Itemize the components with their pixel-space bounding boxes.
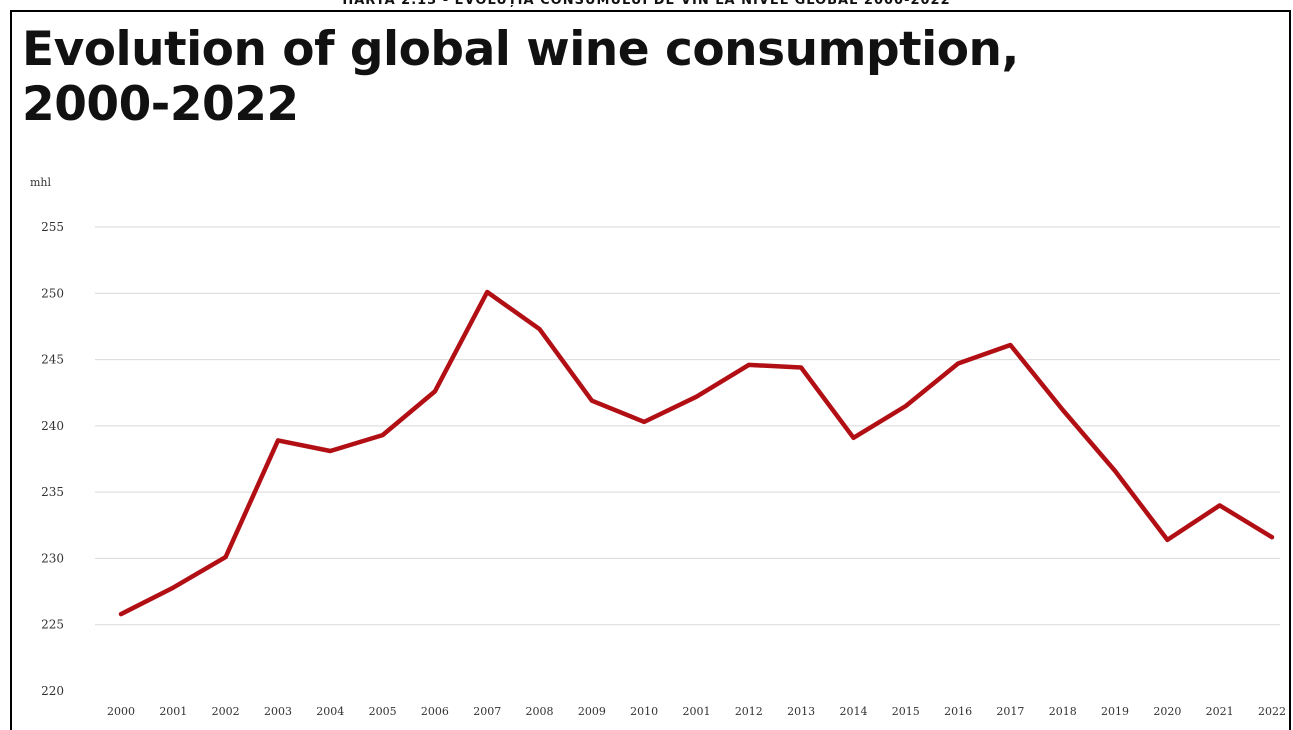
data-point	[486, 291, 488, 293]
data-point	[539, 328, 541, 330]
x-tick-label: 2005	[369, 705, 397, 718]
y-tick-label: 240	[41, 419, 64, 433]
y-tick-label: 245	[41, 353, 64, 367]
y-unit-label: mhl	[30, 176, 52, 189]
gridlines	[95, 226, 1280, 626]
y-tick-label: 255	[41, 220, 64, 234]
x-tick-label: 2014	[839, 705, 867, 718]
x-axis-ticks: 2000 2001 2002 2003 2004 2005 2006 2007 2008 2009…	[107, 705, 1286, 718]
x-tick-label: 2001	[159, 705, 187, 718]
data-point	[643, 421, 645, 423]
data-point	[1062, 409, 1064, 411]
data-point	[382, 434, 384, 436]
data-point	[1166, 539, 1168, 541]
y-axis-ticks: 220 225 230 235 240 245 250 255	[41, 220, 64, 698]
data-point	[1009, 344, 1011, 346]
y-tick-label: 220	[41, 684, 64, 698]
data-point	[905, 405, 907, 407]
series-line-0	[118, 289, 1275, 617]
x-tick-label: 2002	[212, 705, 240, 718]
x-tick-label: 2012	[735, 705, 763, 718]
data-point	[434, 390, 436, 392]
data-point	[329, 450, 331, 452]
chart-title-line-2: 2000-2022	[22, 77, 299, 132]
data-point	[696, 396, 697, 398]
x-tick-label: 2008	[526, 705, 554, 718]
x-tick-label: 2020	[1153, 705, 1181, 718]
x-tick-label: 2013	[787, 705, 815, 718]
x-tick-label: 2022	[1258, 705, 1286, 718]
x-tick-label: 2007	[473, 705, 501, 718]
x-tick-label: 2010	[630, 705, 658, 718]
chart-title: Evolution of global wine consumption, 20…	[22, 22, 1122, 132]
data-point	[591, 400, 593, 402]
x-tick-label: 2021	[1206, 705, 1234, 718]
data-point	[800, 367, 802, 369]
x-tick-label: 2006	[421, 705, 449, 718]
x-tick-label: 2018	[1049, 705, 1077, 718]
x-tick-label: 2009	[578, 705, 606, 718]
y-tick-label: 230	[41, 551, 64, 565]
data-point	[1114, 470, 1116, 472]
x-tick-label: 2004	[316, 705, 344, 718]
data-point	[852, 437, 854, 439]
x-tick-label: 2003	[264, 705, 292, 718]
data-point	[120, 613, 122, 615]
x-tick-label: 2017	[996, 705, 1024, 718]
data-point	[225, 556, 227, 558]
data-point	[1271, 536, 1273, 538]
data-point	[957, 363, 959, 365]
y-tick-label: 235	[41, 485, 64, 499]
chart-frame	[10, 10, 1291, 730]
x-tick-label: 2000	[107, 705, 135, 718]
data-point	[172, 587, 174, 589]
series-lines	[118, 289, 1275, 617]
x-tick-label: 2019	[1101, 705, 1129, 718]
data-point	[277, 439, 279, 441]
y-tick-label: 225	[41, 618, 64, 632]
x-tick-label: 2015	[892, 705, 920, 718]
y-tick-label: 250	[41, 286, 64, 300]
data-point	[748, 364, 750, 366]
data-point	[1219, 504, 1221, 506]
x-tick-label: 2001	[683, 705, 711, 718]
chart-title-line-1: Evolution of global wine consumption,	[22, 22, 1019, 77]
top-banner-caption: HARTA 2.13 - EVOLUȚIA CONSUMULUI DE VIN …	[342, 0, 951, 8]
x-tick-label: 2016	[944, 705, 972, 718]
